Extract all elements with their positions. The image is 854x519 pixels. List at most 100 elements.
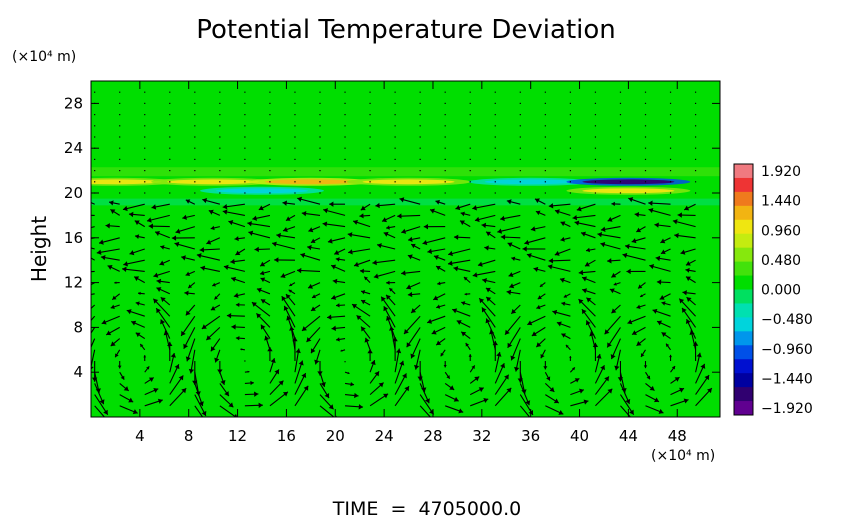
x-axis-ticks: 4 8 12 16 20 24 28 32 36 40 44 48 <box>135 81 687 445</box>
wind-vector <box>144 102 146 104</box>
wind-vector <box>611 270 621 278</box>
colorbar-swatch <box>734 205 753 221</box>
wind-vector <box>340 349 346 352</box>
wind-vector <box>477 259 496 267</box>
wind-vector <box>619 170 622 172</box>
wind-vector <box>422 237 446 246</box>
wind-vector <box>533 266 546 273</box>
wind-vector <box>183 327 196 349</box>
wind-vector <box>453 234 471 240</box>
wind-vector <box>419 170 421 172</box>
wind-vector <box>148 223 170 229</box>
colorbar-swatch <box>734 303 753 318</box>
wind-vector <box>619 114 622 116</box>
wind-vector <box>294 348 301 373</box>
wind-vector <box>469 91 471 93</box>
y-axis-title: Height <box>27 216 51 282</box>
wind-vector <box>644 125 647 127</box>
wind-vector <box>144 181 146 183</box>
wind-vector <box>569 114 571 116</box>
wind-vector <box>185 338 196 362</box>
wind-vector <box>119 170 121 172</box>
wind-vector <box>119 102 121 104</box>
wind-vector <box>294 192 296 194</box>
x-tick-label: 8 <box>184 427 194 445</box>
wind-vector <box>444 125 446 127</box>
wind-vector <box>169 136 171 138</box>
wind-vector <box>369 371 380 384</box>
wind-vector <box>219 136 221 138</box>
wind-vector <box>171 235 195 241</box>
wind-vector <box>586 297 596 306</box>
wind-vector <box>534 198 546 205</box>
wind-vector <box>347 232 371 239</box>
wind-vector <box>614 349 621 371</box>
wind-vector <box>469 181 471 183</box>
wind-vector <box>469 158 471 160</box>
wind-vector <box>394 373 407 395</box>
wind-vector <box>594 170 597 172</box>
wind-vector <box>260 324 271 339</box>
wind-vector <box>269 125 271 127</box>
wind-vector <box>100 255 120 261</box>
wind-vector <box>543 361 548 370</box>
wind-vector <box>91 327 96 335</box>
wind-vector <box>569 366 576 373</box>
wind-vector <box>327 314 346 320</box>
wind-vector <box>269 158 271 160</box>
wind-vector <box>260 277 271 284</box>
wind-vector <box>319 158 321 160</box>
x-tick-label: 24 <box>375 427 394 445</box>
wind-vector <box>144 91 146 93</box>
wind-vector <box>519 170 521 172</box>
wind-vector <box>280 270 296 279</box>
wind-vector <box>244 136 246 138</box>
wind-vector <box>519 102 521 104</box>
wind-vector <box>644 136 647 138</box>
wind-vector <box>144 377 155 384</box>
wind-vector <box>144 125 146 127</box>
wind-vector <box>107 265 120 272</box>
wind-vector <box>369 147 371 149</box>
x-tick-label: 40 <box>570 427 589 445</box>
wind-vector <box>330 264 346 272</box>
wind-vector <box>636 304 646 309</box>
wind-vector <box>544 382 555 393</box>
wind-vector <box>388 287 396 295</box>
wind-vector <box>469 125 471 127</box>
wind-vector <box>661 301 671 306</box>
wind-vector <box>269 91 271 93</box>
wind-vector <box>244 192 246 194</box>
wind-vector <box>447 259 471 266</box>
wind-vector <box>669 147 672 149</box>
colorbar-swatch <box>734 275 753 290</box>
wind-vector <box>444 170 446 172</box>
wind-vector <box>695 374 710 395</box>
wind-vector <box>314 349 321 365</box>
wind-vector <box>665 343 671 351</box>
wind-vector <box>432 293 446 301</box>
wind-vector <box>144 398 163 407</box>
wind-vector <box>114 281 120 285</box>
wind-vector <box>219 394 234 408</box>
wind-vector <box>507 242 521 250</box>
wind-vector <box>394 348 402 373</box>
wind-vector <box>474 214 496 223</box>
wind-vector <box>360 299 371 306</box>
band-cell <box>362 179 455 185</box>
wind-vector <box>519 91 521 93</box>
wind-vector <box>463 276 471 284</box>
wind-vector <box>344 170 346 172</box>
wind-vector <box>311 293 321 299</box>
wind-vector <box>674 232 696 239</box>
wind-vector <box>620 394 635 415</box>
wind-vector <box>419 91 421 93</box>
wind-vector <box>419 383 430 404</box>
wind-vector <box>219 405 238 417</box>
wind-vector <box>407 254 421 261</box>
wind-vector <box>406 327 421 348</box>
wind-vector <box>519 114 521 116</box>
wind-vector <box>219 102 221 104</box>
wind-vector <box>359 268 371 274</box>
wind-vector <box>110 338 121 347</box>
